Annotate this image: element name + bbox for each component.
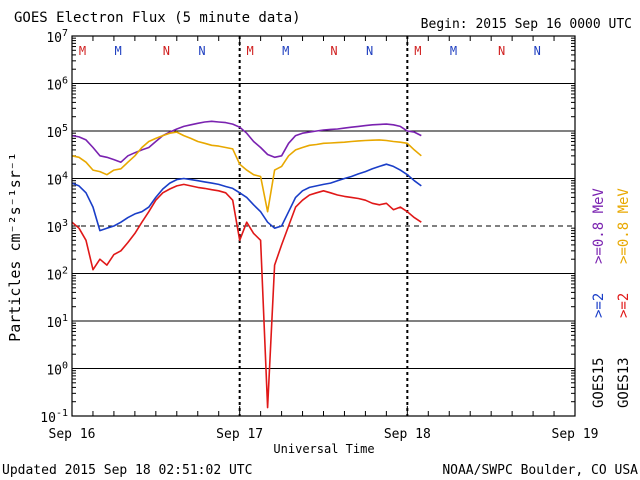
series-line-1 (71, 131, 422, 213)
y-tick-label: 100 (46, 361, 68, 379)
x-tick-label: Sep 17 (216, 427, 263, 442)
x-tick-label: Sep 19 (552, 427, 599, 442)
midnight-marker-goes13: M (79, 44, 86, 58)
y-tick-label: 107 (46, 28, 68, 46)
y-tick-label: 106 (46, 76, 68, 94)
noon-marker-goes15: N (534, 44, 541, 58)
legend-entry-goes15-08mev: >=0.8 MeV (591, 188, 607, 264)
noon-marker-goes13: N (498, 44, 505, 58)
legend-entry-goes13-2mev: >=2 (616, 293, 632, 318)
y-tick-label: 10-1 (40, 408, 68, 426)
series-line-2 (71, 163, 422, 232)
x-tick-label: Sep 18 (384, 427, 431, 442)
plot-frame (71, 35, 576, 417)
midnight-marker-goes15: M (114, 44, 121, 58)
chart-title: GOES Electron Flux (5 minute data) (14, 10, 301, 26)
y-axis-label: Particles cm⁻²s⁻¹sr⁻¹ (6, 152, 24, 342)
midnight-marker-goes15: M (450, 44, 457, 58)
x-axis-label: Universal Time (273, 442, 374, 456)
series-line-3 (71, 183, 422, 409)
noon-marker-goes15: N (198, 44, 205, 58)
y-tick-label: 103 (46, 218, 68, 236)
y-tick-label: 101 (46, 313, 68, 331)
legend-entry-goes15-2mev: >=2 (591, 293, 607, 318)
x-tick-label: Sep 16 (49, 427, 96, 442)
midnight-marker-goes13: M (414, 44, 421, 58)
noon-marker-goes13: N (330, 44, 337, 58)
series-line-0 (71, 120, 422, 163)
y-tick-label: 104 (46, 171, 68, 189)
legend-satellite-goes13: GOES13 (616, 357, 632, 408)
legend-entry-goes13-08mev: >=0.8 MeV (616, 188, 632, 264)
midnight-marker-goes15: M (282, 44, 289, 58)
y-tick-label: 105 (46, 123, 68, 141)
midnight-marker-goes13: M (247, 44, 254, 58)
begin-label: Begin: 2015 Sep 16 0000 UTC (421, 17, 632, 32)
updated-timestamp: Updated 2015 Sep 18 02:51:02 UTC (2, 463, 252, 478)
y-tick-label: 102 (46, 266, 68, 284)
noon-marker-goes13: N (163, 44, 170, 58)
credit-label: NOAA/SWPC Boulder, CO USA (442, 463, 638, 478)
legend-satellite-goes15: GOES15 (591, 357, 607, 408)
noon-marker-goes15: N (366, 44, 373, 58)
